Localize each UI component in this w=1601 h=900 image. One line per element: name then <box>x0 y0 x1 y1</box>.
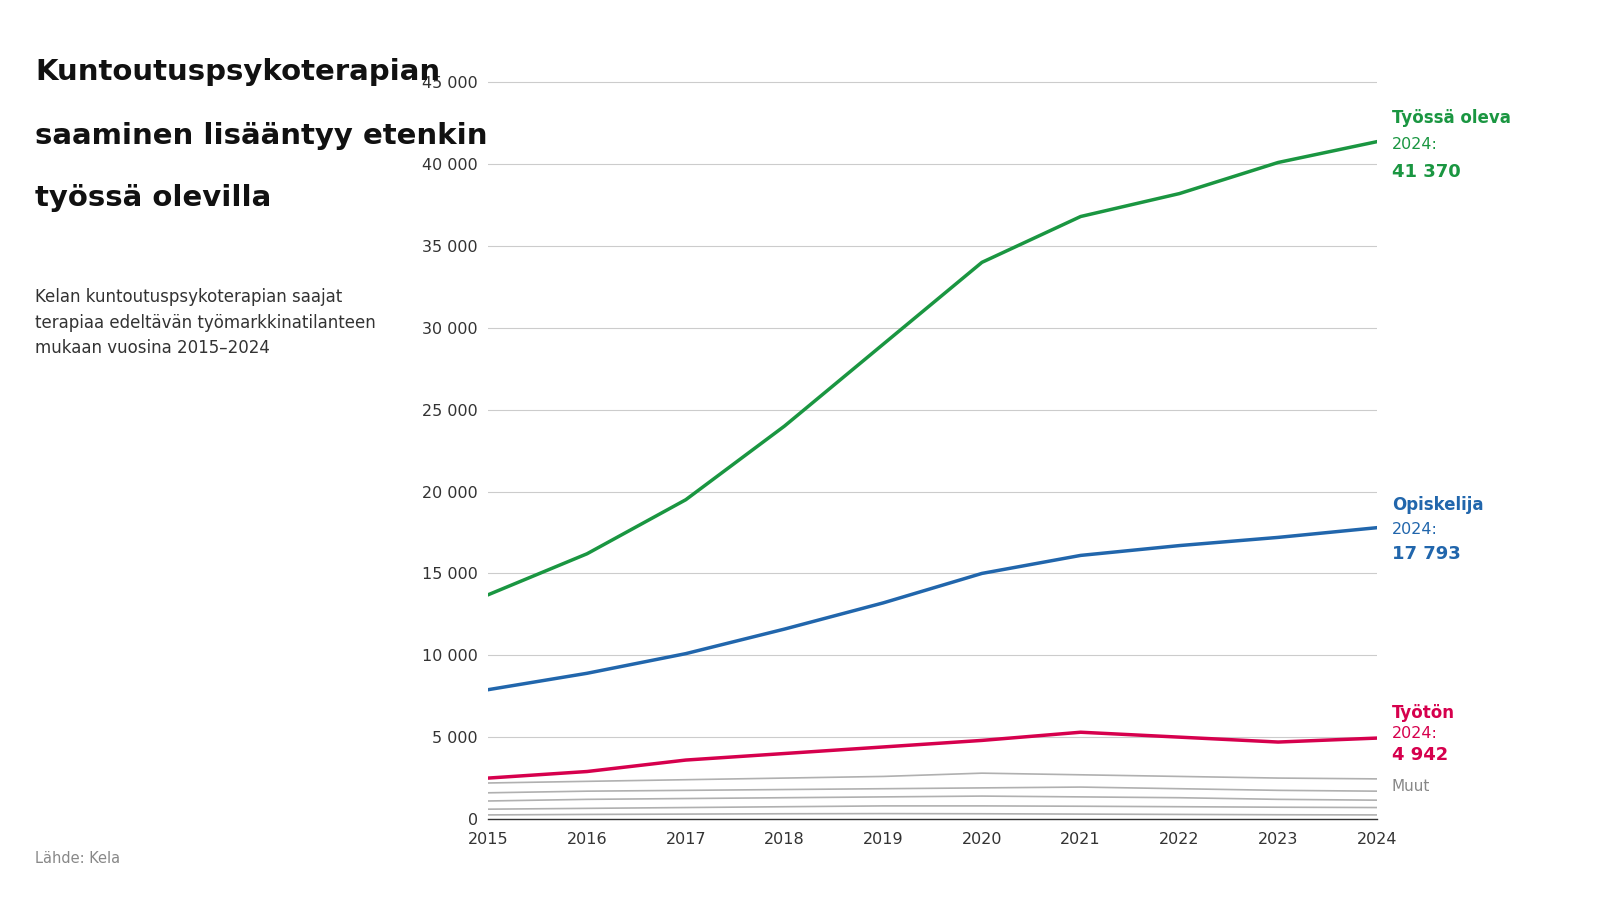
Text: 2024:: 2024: <box>1391 726 1438 742</box>
Text: Opiskelija: Opiskelija <box>1391 496 1483 514</box>
Text: Työtön: Työtön <box>1391 704 1455 722</box>
Text: Lähde: Kela: Lähde: Kela <box>35 850 120 866</box>
Text: työssä olevilla: työssä olevilla <box>35 184 272 212</box>
Text: 4 942: 4 942 <box>1391 746 1447 764</box>
Text: 2024:: 2024: <box>1391 522 1438 536</box>
Text: Muut: Muut <box>1391 778 1430 794</box>
Text: Työssä oleva: Työssä oleva <box>1391 109 1511 127</box>
Text: 2024:: 2024: <box>1391 137 1438 152</box>
Text: 41 370: 41 370 <box>1391 163 1460 181</box>
Text: saaminen lisääntyy etenkin: saaminen lisääntyy etenkin <box>35 122 488 149</box>
Text: 17 793: 17 793 <box>1391 544 1460 562</box>
Text: Kelan kuntoutuspsykoterapian saajat
terapiaa edeltävän työmarkkinatilanteen
muka: Kelan kuntoutuspsykoterapian saajat tera… <box>35 288 376 357</box>
Text: Kuntoutuspsykoterapian: Kuntoutuspsykoterapian <box>35 58 440 86</box>
